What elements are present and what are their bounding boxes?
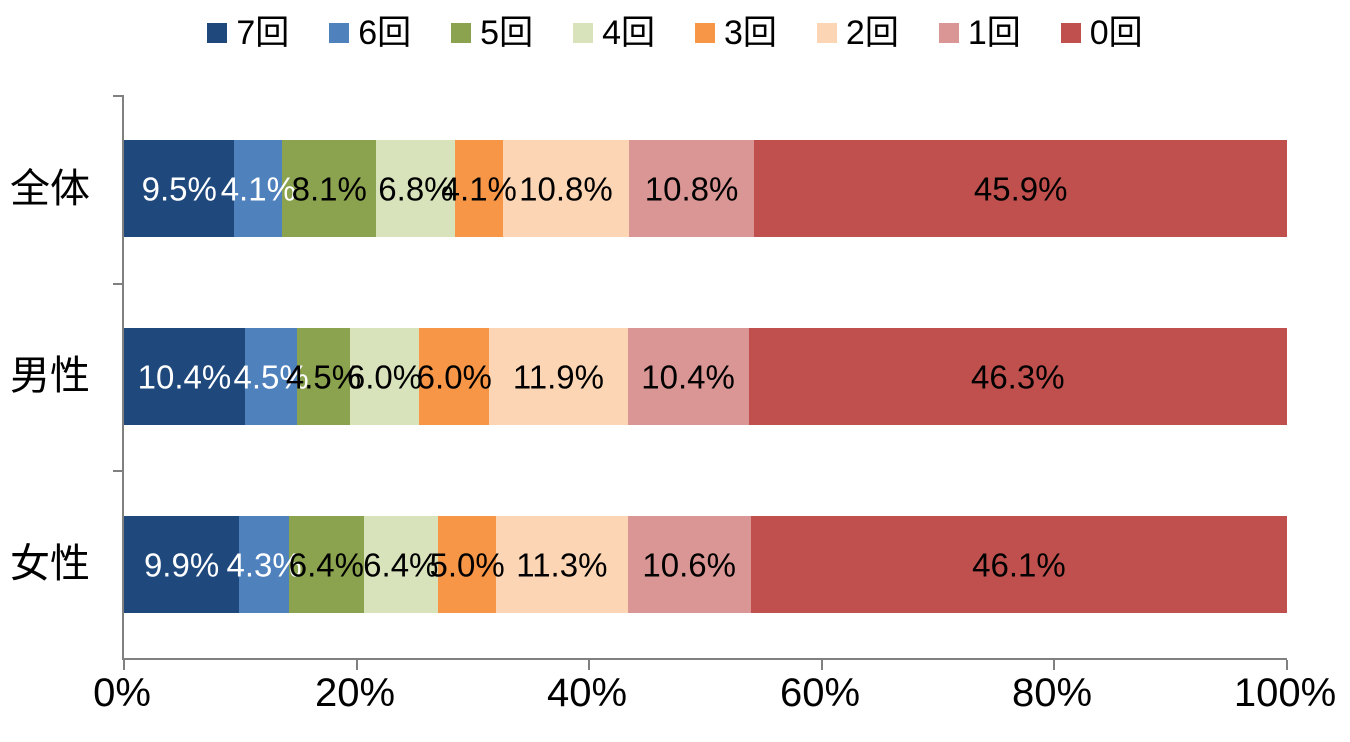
bar-row: 10.4% 4.5% 4.5% 6.0% 6.0% 11.9% 10.4% 46.3% xyxy=(124,328,1287,425)
legend-label: 7回 xyxy=(236,14,290,52)
bar-row: 9.9% 4.3% 6.4% 6.4% 5.0% 11.3% 10.6% 46.1% xyxy=(124,516,1287,613)
x-axis-tick xyxy=(588,660,591,670)
y-axis-tick xyxy=(113,283,122,285)
legend-item: 3回 xyxy=(695,16,777,50)
bar-segment xyxy=(124,516,240,613)
legend-item: 2回 xyxy=(816,14,899,52)
y-axis-tick xyxy=(113,470,122,472)
bar-segment xyxy=(750,516,1287,613)
segment-value-label: 4.1% xyxy=(441,170,517,207)
bar-segment xyxy=(438,516,497,613)
legend-label: 1回 xyxy=(967,14,1021,52)
x-axis-tick xyxy=(355,660,358,670)
bar-segment xyxy=(244,328,298,425)
segment-value-label: 46.1% xyxy=(972,546,1066,583)
segment-value-label: 4.3% xyxy=(226,546,302,583)
bar-segment xyxy=(627,328,749,425)
bar-segment xyxy=(234,140,283,237)
legend-label: 0回 xyxy=(1089,14,1143,52)
bar-segment xyxy=(376,140,456,237)
legend-swatch-icon xyxy=(207,23,228,43)
bar-segment xyxy=(239,516,290,613)
bar-segment xyxy=(748,328,1287,425)
segment-value-label: 6.0% xyxy=(346,358,423,395)
legend-item: 6回 xyxy=(329,16,411,50)
x-axis-tick xyxy=(1286,660,1288,670)
legend-label: 4回 xyxy=(602,14,655,52)
segment-value-label: 10.6% xyxy=(642,546,736,583)
legend-item: 5回 xyxy=(451,16,533,50)
segment-value-label: 6.4% xyxy=(288,546,364,583)
bar-segment xyxy=(489,328,628,425)
bar-segment xyxy=(419,328,490,425)
segment-value-label: 4.1% xyxy=(220,170,296,207)
legend-swatch-icon xyxy=(451,23,472,43)
segment-value-label: 9.9% xyxy=(143,546,220,583)
bar-segment xyxy=(628,140,755,237)
segment-value-label: 6.0% xyxy=(416,358,492,395)
segment-value-label: 6.4% xyxy=(363,546,439,583)
segment-value-label: 9.5% xyxy=(141,170,217,207)
segment-value-label: 6.8% xyxy=(378,170,454,207)
bar-segment xyxy=(496,516,628,613)
bar-segment xyxy=(455,140,504,237)
segment-value-label: 10.8% xyxy=(519,170,613,207)
legend-swatch-icon xyxy=(816,23,837,43)
legend-item: 7回 xyxy=(207,16,289,50)
legend-label: 6回 xyxy=(358,14,412,52)
legend-swatch-icon xyxy=(329,23,350,43)
segment-value-label: 11.9% xyxy=(512,358,604,395)
segment-value-label: 10.8% xyxy=(644,170,739,207)
legend-item: 0回 xyxy=(1060,14,1143,52)
legend-label: 5回 xyxy=(480,14,534,52)
bar-segment xyxy=(363,516,438,613)
legend-swatch-icon xyxy=(695,23,715,43)
legend-swatch-icon xyxy=(573,23,594,43)
x-axis-tick xyxy=(123,660,125,670)
legend-label: 3回 xyxy=(724,14,777,52)
x-tick-label: 20% xyxy=(314,671,396,715)
segment-value-label: 4.5% xyxy=(233,358,309,395)
segment-value-label: 4.5% xyxy=(285,358,362,395)
legend-item: 4回 xyxy=(573,16,655,50)
segment-value-label: 46.3% xyxy=(970,358,1065,395)
segment-value-label: 10.4% xyxy=(641,358,735,395)
category-label: 全体 xyxy=(10,167,90,211)
segment-value-label: 5.0% xyxy=(429,546,505,583)
category-label: 女性 xyxy=(10,542,90,586)
segment-value-label: 10.4% xyxy=(137,358,232,395)
bar-segment xyxy=(289,516,364,613)
bar-segment xyxy=(124,140,235,237)
x-tick-label: 0% xyxy=(93,671,151,715)
legend-label: 2回 xyxy=(845,14,899,52)
bar-segment xyxy=(754,140,1287,237)
x-axis-tick xyxy=(1053,660,1056,670)
x-tick-label: 40% xyxy=(546,671,628,715)
category-label: 男性 xyxy=(10,354,90,398)
x-tick-label: 100% xyxy=(1233,671,1337,715)
segment-value-label: 8.1% xyxy=(291,170,367,207)
plot-area: 9.5% 4.1% 8.1% 6.8% 4.1% 10.8% 10.8% 45.9% 10.4%… xyxy=(113,95,1288,670)
legend-swatch-icon xyxy=(938,23,959,43)
x-axis-tick xyxy=(820,660,823,670)
bar-row: 9.5% 4.1% 8.1% 6.8% 4.1% 10.8% 10.8% 45.9% xyxy=(124,140,1287,237)
x-tick-label: 80% xyxy=(1011,671,1093,715)
bar-segment xyxy=(627,516,751,613)
legend-swatch-icon xyxy=(1060,23,1081,43)
bar-segment xyxy=(297,328,350,425)
bar-segment xyxy=(503,140,629,237)
bar-segment xyxy=(282,140,377,237)
bar-segment xyxy=(349,328,420,425)
chart-legend: 7回 6回 5回 4回 3回 2回 1回 0回 xyxy=(0,16,1350,50)
segment-value-label: 45.9% xyxy=(973,170,1068,207)
x-tick-label: 60% xyxy=(779,671,861,715)
segment-value-label: 11.3% xyxy=(516,546,608,583)
bar-segment xyxy=(124,328,245,425)
legend-item: 1回 xyxy=(938,14,1021,52)
y-axis-tick xyxy=(113,95,122,97)
